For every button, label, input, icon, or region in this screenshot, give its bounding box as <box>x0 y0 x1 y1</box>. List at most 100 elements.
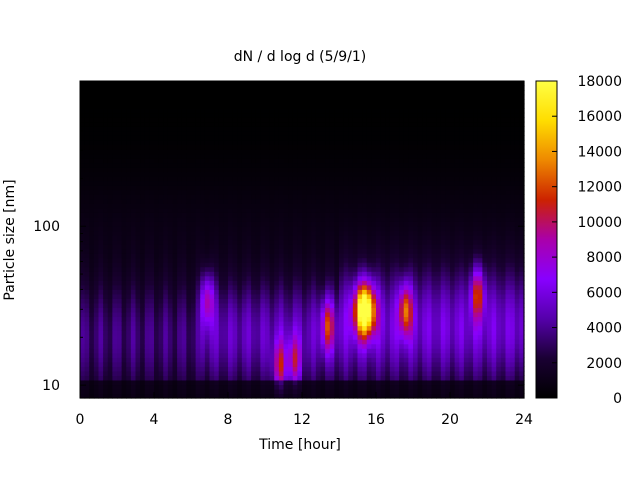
heatmap-cell <box>408 361 414 367</box>
heatmap-cell <box>117 262 123 268</box>
heatmap-cell <box>218 121 224 127</box>
heatmap-cell <box>167 289 174 295</box>
heatmap-cell <box>246 189 252 195</box>
heatmap-cell <box>204 99 211 105</box>
heatmap-cell <box>366 266 372 272</box>
heatmap-cell <box>315 203 322 209</box>
heatmap-cell <box>214 81 220 87</box>
heatmap-cell <box>334 180 340 186</box>
heatmap-cell <box>195 384 201 390</box>
heatmap-cell <box>371 275 377 281</box>
heatmap-cell <box>357 203 363 209</box>
heatmap-cell <box>107 117 113 123</box>
heatmap-cell <box>107 103 113 109</box>
heatmap-cell <box>297 139 303 145</box>
heatmap-cell <box>93 244 100 250</box>
heatmap-cell <box>399 271 405 277</box>
heatmap-cell <box>292 171 298 177</box>
heatmap-cell <box>172 144 178 150</box>
heatmap-cell <box>292 135 298 141</box>
heatmap-cell <box>334 167 340 173</box>
heatmap-cell <box>394 207 400 213</box>
heatmap-cell <box>329 112 335 118</box>
heatmap-cell <box>103 171 109 177</box>
heatmap-cell <box>237 266 243 272</box>
heatmap-cell <box>274 171 280 177</box>
heatmap-cell <box>172 157 178 164</box>
heatmap-cell <box>98 207 104 213</box>
heatmap-cell <box>389 198 396 204</box>
heatmap-cell <box>186 343 192 349</box>
heatmap-cell <box>255 221 261 227</box>
heatmap-cell <box>274 379 280 386</box>
heatmap-cell <box>126 207 132 213</box>
heatmap-cell <box>228 352 234 358</box>
heatmap-cell <box>292 216 298 222</box>
heatmap-cell <box>177 108 183 114</box>
heatmap-cell <box>334 203 340 209</box>
heatmap-cell <box>302 348 308 354</box>
heatmap-cell <box>366 311 372 318</box>
heatmap-cell <box>278 148 285 155</box>
heatmap-cell <box>181 189 187 195</box>
heatmap-cell <box>274 302 280 309</box>
heatmap-cell <box>311 266 317 272</box>
heatmap-cell <box>403 284 409 290</box>
heatmap-cell <box>181 221 187 227</box>
heatmap-cell <box>371 293 377 299</box>
heatmap-cell <box>126 180 132 186</box>
heatmap-cell <box>288 388 294 395</box>
heatmap-cell <box>204 244 211 250</box>
heatmap-cell <box>339 330 345 336</box>
heatmap-cell <box>329 216 335 222</box>
heatmap-cell <box>306 207 312 213</box>
heatmap-cell <box>334 361 340 367</box>
heatmap-cell <box>278 311 285 318</box>
heatmap-cell <box>172 262 178 268</box>
heatmap-cell <box>302 171 308 177</box>
heatmap-cell <box>274 330 280 336</box>
heatmap-cell <box>315 266 322 272</box>
heatmap-cell <box>209 207 215 213</box>
heatmap-cell <box>278 343 285 349</box>
heatmap-cell <box>167 266 174 272</box>
heatmap-cell <box>260 185 266 191</box>
heatmap-cell <box>191 212 197 218</box>
heatmap-cell <box>403 388 409 395</box>
heatmap-cell <box>228 121 234 127</box>
heatmap-cell <box>362 198 368 204</box>
heatmap-cell <box>357 262 363 268</box>
heatmap-cell <box>389 180 396 186</box>
heatmap-cell <box>297 108 303 114</box>
heatmap-cell <box>154 130 160 136</box>
heatmap-cell <box>311 248 317 254</box>
heatmap-cell <box>223 130 229 136</box>
heatmap-cell <box>311 330 317 336</box>
heatmap-cell <box>283 352 289 358</box>
heatmap-cell <box>130 307 137 313</box>
heatmap-cell <box>84 176 90 182</box>
heatmap-cell <box>195 280 201 286</box>
heatmap-cell <box>339 203 345 209</box>
heatmap-cell <box>223 207 229 213</box>
heatmap-cell <box>278 352 285 358</box>
heatmap-cell <box>135 375 141 381</box>
heatmap-cell <box>181 176 187 182</box>
heatmap-cell <box>297 298 303 304</box>
heatmap-cell <box>149 135 155 141</box>
heatmap-cell <box>126 343 132 349</box>
heatmap-cell <box>84 162 90 168</box>
heatmap-cell <box>403 126 409 132</box>
heatmap-cell <box>140 334 146 340</box>
heatmap-cell <box>186 207 192 213</box>
heatmap-cell <box>218 85 224 91</box>
heatmap-cell <box>154 393 160 399</box>
heatmap-cell <box>181 180 187 186</box>
heatmap-cell <box>251 366 257 372</box>
heatmap-cell <box>385 81 391 87</box>
heatmap-cell <box>380 316 386 322</box>
heatmap-cell <box>135 103 141 109</box>
heatmap-cell <box>167 388 174 395</box>
heatmap-cell <box>246 117 252 123</box>
heatmap-cell <box>195 85 201 91</box>
